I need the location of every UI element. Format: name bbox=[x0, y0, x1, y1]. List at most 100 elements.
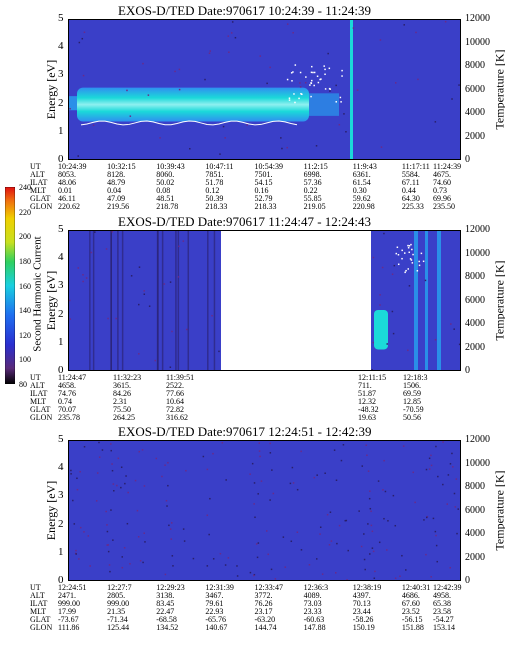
noise-speck bbox=[387, 520, 389, 522]
noise-speck bbox=[236, 575, 239, 577]
ephemeris-cell: 0.16 bbox=[254, 186, 269, 195]
noise-speck bbox=[391, 273, 394, 276]
ephemeris-cell: 999.00 bbox=[58, 599, 80, 608]
panel2-dark-stripe bbox=[156, 231, 159, 370]
noise-speck bbox=[383, 517, 385, 520]
ephemeris-cell: 79.61 bbox=[205, 599, 224, 608]
noise-speck bbox=[130, 275, 133, 277]
noise-speck bbox=[373, 577, 376, 579]
panel2-scatter-point bbox=[411, 262, 414, 264]
noise-speck bbox=[142, 561, 144, 564]
noise-speck bbox=[299, 86, 302, 88]
ephemeris-cell: 70.07 bbox=[58, 405, 76, 414]
panel1-scatter-point bbox=[324, 68, 326, 71]
ephemeris-cell: 19.63 bbox=[358, 413, 376, 422]
y2-tick-label: 2000 bbox=[465, 130, 485, 142]
y2-tick-label: 2000 bbox=[465, 341, 485, 353]
noise-speck bbox=[79, 470, 81, 473]
noise-speck bbox=[212, 452, 214, 455]
noise-speck bbox=[371, 547, 374, 549]
ephemeris-cell: -71.34 bbox=[107, 615, 128, 624]
panel2-scatter-point bbox=[404, 252, 406, 254]
noise-speck bbox=[379, 39, 382, 41]
ephemeris-cell: 711. bbox=[358, 381, 372, 390]
ephemeris-cell: 3138. bbox=[156, 591, 175, 600]
noise-speck bbox=[450, 323, 452, 325]
noise-speck bbox=[267, 553, 269, 556]
noise-speck bbox=[367, 470, 370, 472]
noise-speck bbox=[428, 468, 431, 470]
noise-speck bbox=[392, 494, 395, 497]
noise-speck bbox=[110, 443, 112, 445]
noise-speck bbox=[106, 524, 108, 526]
noise-speck bbox=[258, 450, 261, 452]
y2-tick-label: 0 bbox=[465, 575, 470, 586]
noise-speck bbox=[208, 533, 210, 536]
panel1-temperature-label: Temperature [K] bbox=[492, 49, 505, 130]
panel3-title: EXOS-D/TED Date:970617 12:24:51 - 12:42:… bbox=[118, 424, 372, 439]
ephemeris-cell: 11:24:47 bbox=[58, 373, 87, 382]
ephemeris-row-label: MLT bbox=[30, 186, 47, 195]
ephemeris-cell: 76.26 bbox=[254, 599, 273, 608]
panel2-scatter-point bbox=[408, 245, 411, 247]
noise-speck bbox=[451, 452, 453, 455]
noise-speck bbox=[346, 579, 348, 580]
noise-speck bbox=[134, 479, 137, 482]
ephemeris-row-label: GLON bbox=[30, 202, 53, 211]
noise-speck bbox=[78, 41, 81, 44]
ephemeris-cell: 10:32:15 bbox=[107, 162, 136, 171]
y2-tick-label: 8000 bbox=[465, 481, 485, 492]
noise-speck bbox=[444, 20, 447, 23]
y2-tick-label: 0 bbox=[465, 154, 470, 165]
noise-speck bbox=[169, 281, 172, 283]
noise-speck bbox=[138, 266, 141, 268]
ephemeris-cell: 75.50 bbox=[113, 405, 131, 414]
noise-speck bbox=[177, 276, 180, 278]
noise-speck bbox=[147, 94, 150, 96]
ephemeris-row-label: ALT bbox=[30, 170, 45, 179]
panel2-scatter-point bbox=[418, 260, 420, 263]
ephemeris-cell: 23.58 bbox=[433, 607, 451, 616]
ephemeris-cell: 1506. bbox=[403, 381, 421, 390]
noise-speck bbox=[222, 125, 225, 128]
noise-speck bbox=[165, 499, 168, 502]
noise-speck bbox=[384, 490, 387, 493]
ephemeris-cell: 23.33 bbox=[303, 607, 322, 616]
panel1-scatter-point bbox=[309, 84, 311, 86]
ephemeris-cell: 12:31:39 bbox=[205, 583, 234, 592]
ephemeris-cell: 999.00 bbox=[107, 599, 130, 608]
ephemeris-cell: 4658. bbox=[58, 381, 76, 390]
noise-speck bbox=[111, 231, 114, 233]
noise-speck bbox=[143, 532, 145, 534]
ephemeris-cell: 4675. bbox=[433, 170, 451, 179]
noise-speck bbox=[182, 528, 185, 530]
noise-speck bbox=[363, 533, 365, 535]
noise-speck bbox=[224, 564, 227, 566]
panel1-scatter-point bbox=[317, 81, 320, 84]
noise-speck bbox=[82, 74, 85, 77]
noise-speck bbox=[141, 449, 144, 451]
noise-speck bbox=[391, 310, 394, 313]
ephemeris-cell: 218.78 bbox=[156, 202, 179, 211]
ephemeris-row-label: ALT bbox=[30, 381, 45, 390]
ephemeris-cell: 125.44 bbox=[107, 623, 130, 632]
ephemeris-row-label: ALT bbox=[30, 591, 45, 600]
noise-speck bbox=[127, 491, 129, 494]
y2-tick-label: 0 bbox=[465, 365, 470, 376]
ephemeris-cell: 12:36:3 bbox=[303, 583, 329, 592]
noise-speck bbox=[345, 131, 347, 133]
ephemeris-cell: 10.64 bbox=[166, 397, 184, 406]
noise-speck bbox=[142, 62, 144, 65]
y-tick-label: 0 bbox=[58, 574, 64, 586]
panel1-scatter-point bbox=[310, 82, 312, 84]
panel2-dark-stripe bbox=[92, 231, 95, 370]
ephemeris-cell: 74.60 bbox=[433, 178, 451, 187]
noise-speck bbox=[286, 23, 289, 25]
noise-speck bbox=[386, 549, 388, 551]
ephemeris-cell: 12:33:47 bbox=[254, 583, 283, 592]
noise-speck bbox=[338, 524, 341, 527]
panel2-dark-stripe bbox=[175, 231, 177, 370]
panel1-spectrogram bbox=[68, 19, 461, 160]
noise-speck bbox=[361, 465, 364, 467]
